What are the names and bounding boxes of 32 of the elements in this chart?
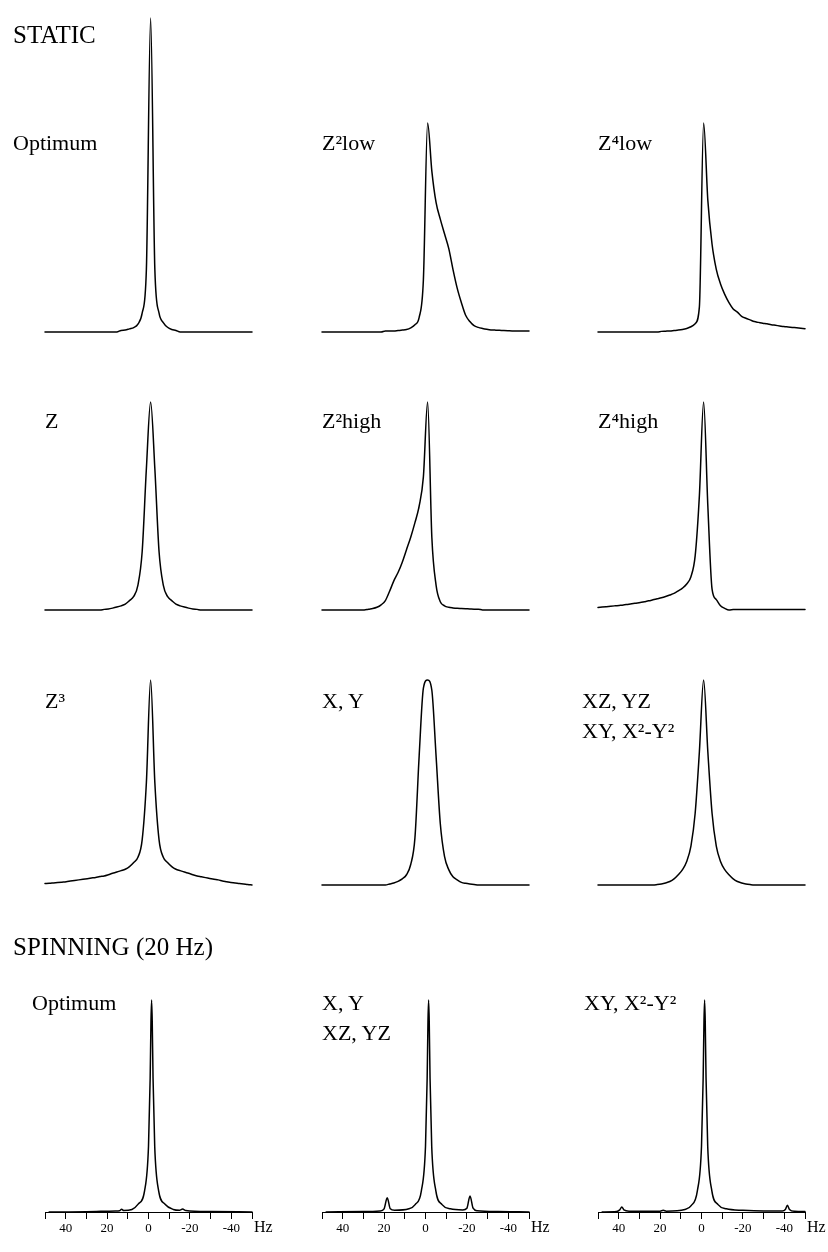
annotation: STATIC	[13, 20, 96, 50]
x-tick-label: 40	[59, 1220, 73, 1236]
chart-title: X, Y	[322, 687, 364, 715]
chart-title: Z⁴high	[598, 407, 659, 435]
x-tick-label: -20	[734, 1220, 752, 1236]
x-axis-title: Hz	[531, 1218, 550, 1236]
chart-title: X, Y XZ, YZ	[322, 989, 391, 1047]
x-tick-label: 20	[100, 1220, 114, 1236]
x-tick-label: -40	[499, 1220, 517, 1236]
chart-title: Z³	[45, 687, 66, 715]
x-tick-label: 20	[653, 1220, 667, 1236]
text: Optimum	[13, 129, 98, 157]
x-axis-title: Hz	[254, 1218, 273, 1236]
x-tick-label: 40	[612, 1220, 626, 1236]
x-axis-title: Hz	[807, 1218, 826, 1236]
x-tick-label: 0	[145, 1220, 152, 1236]
chart-title: Z²high	[322, 407, 382, 435]
x-tick-label: 20	[377, 1220, 391, 1236]
x-tick-label: -20	[181, 1220, 199, 1236]
chart-title: Z²low	[322, 129, 376, 157]
x-tick-label: -40	[775, 1220, 793, 1236]
x-tick-label: -40	[222, 1220, 240, 1236]
text: XZ, YZ XY, X²-Y²	[582, 687, 675, 745]
chart-title: Z⁴low	[598, 129, 653, 157]
x-tick-label: -20	[458, 1220, 476, 1236]
x-tick-label: 0	[422, 1220, 429, 1236]
x-tick-label: 40	[336, 1220, 350, 1236]
chart-title: XY, X²-Y²	[584, 989, 677, 1017]
text: SPINNING (20 Hz)	[13, 932, 213, 962]
x-tick-label: 0	[698, 1220, 705, 1236]
chart-title: Z	[45, 407, 59, 435]
chart-title: Optimum	[32, 989, 117, 1017]
